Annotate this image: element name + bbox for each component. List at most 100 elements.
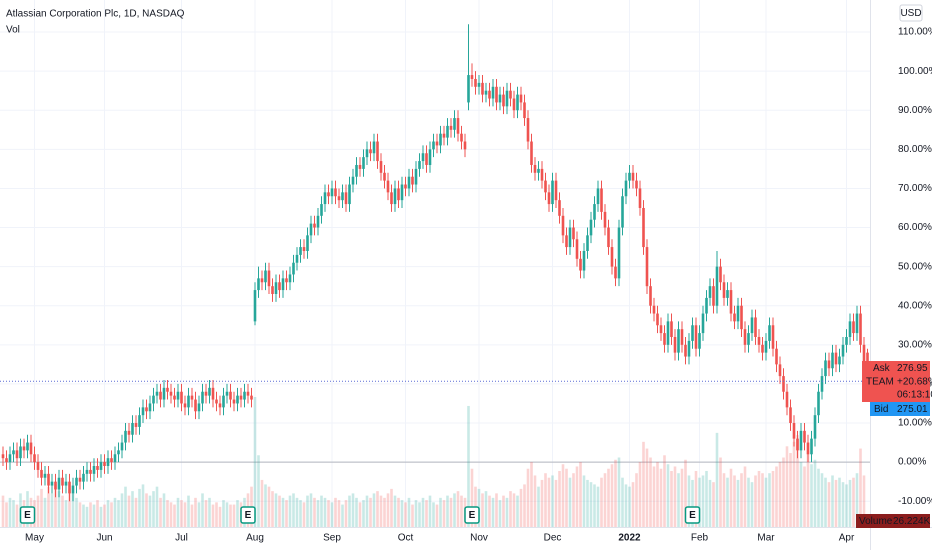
x-tick-label: Aug	[246, 533, 264, 544]
y-tick-label: 30.00%	[898, 339, 932, 350]
candle-body	[446, 125, 449, 138]
candle-body	[712, 286, 715, 306]
volume-bar	[561, 464, 565, 527]
candle-body	[519, 94, 523, 103]
candle-body	[848, 321, 852, 337]
volume-bar	[131, 491, 134, 527]
volume-bar	[638, 462, 642, 527]
volume-bar	[628, 486, 631, 527]
ask-value: 276.95	[897, 363, 928, 374]
volume-bar	[859, 448, 862, 527]
candle-body	[572, 227, 575, 240]
candle-body	[719, 266, 722, 283]
volume-bar	[393, 495, 397, 527]
volume-bar	[99, 506, 103, 527]
bid-value: 275.01	[897, 404, 928, 415]
volume-bar	[509, 491, 512, 527]
candle-body	[50, 481, 54, 486]
candle-body	[414, 168, 418, 185]
candle-body	[649, 286, 652, 306]
candle-body	[71, 485, 75, 494]
volume-bar	[537, 486, 540, 527]
y-tick-label: 60.00%	[898, 222, 932, 233]
volume-bar	[407, 497, 411, 527]
volume-bar	[414, 500, 418, 527]
candle-body	[211, 387, 215, 400]
volume-bar	[113, 497, 117, 527]
candle-body	[645, 247, 649, 287]
candle-body	[470, 75, 474, 79]
volume-bar	[288, 495, 292, 527]
volume-bar	[47, 486, 50, 527]
volume-bar	[92, 504, 96, 527]
volume-bar	[649, 457, 652, 527]
volume-bar	[180, 500, 183, 527]
candle-body	[764, 340, 768, 353]
volume-bar	[614, 459, 617, 527]
candle-body	[474, 78, 477, 87]
candle-body	[428, 149, 432, 165]
candle-body	[614, 266, 617, 279]
volume-bar	[820, 473, 824, 527]
volume-bar	[708, 479, 712, 527]
candle-body	[502, 94, 505, 107]
volume-box	[856, 514, 930, 528]
volume-bar	[621, 477, 624, 527]
candle-body	[810, 438, 813, 455]
volume-bar	[803, 466, 806, 527]
volume-bar	[292, 493, 295, 527]
candle-body	[495, 86, 498, 103]
candle-body	[365, 149, 369, 158]
candle-body	[687, 340, 691, 357]
volume-bar	[572, 473, 575, 527]
volume-bar	[715, 432, 719, 527]
volume-bar	[750, 482, 754, 527]
y-tick-label: 40.00%	[898, 300, 932, 311]
candle-body	[575, 239, 579, 259]
volume-bar	[631, 482, 635, 527]
volume-bar	[425, 500, 428, 527]
volume-bar	[421, 497, 425, 527]
volume-bar	[428, 495, 432, 527]
volume-bar	[148, 495, 152, 527]
volume-bar	[71, 493, 75, 527]
volume-bar	[155, 486, 159, 527]
volume-bar	[152, 491, 155, 527]
volume-bar	[348, 495, 351, 527]
volume-bar	[372, 493, 376, 527]
volume-bar	[316, 500, 320, 527]
volume-bar	[299, 500, 302, 527]
candle-body	[330, 188, 334, 197]
volume-bar	[89, 502, 92, 527]
volume-bar	[586, 479, 589, 527]
volume-bar	[768, 473, 771, 527]
volume-bar	[593, 484, 596, 527]
candle-body	[785, 391, 789, 408]
candle-body	[5, 458, 8, 463]
volume-bar	[446, 495, 449, 527]
volume-bar	[320, 495, 323, 527]
candle-body	[271, 286, 274, 294]
candle-body	[43, 473, 47, 478]
volume-bar	[733, 475, 736, 527]
candle-body	[176, 391, 180, 400]
candle-body	[670, 321, 673, 337]
candle-body	[96, 466, 99, 470]
candle-body	[666, 321, 670, 345]
candle-body	[92, 466, 96, 474]
volume-bar	[215, 502, 218, 527]
candle-body	[19, 446, 22, 459]
volume-bar	[435, 504, 439, 527]
volume-bar	[78, 502, 82, 527]
volume-bar	[40, 488, 43, 527]
volume-bar	[432, 502, 435, 527]
candle-body	[530, 141, 533, 165]
candle-body	[113, 454, 117, 463]
volume-bar	[61, 495, 64, 527]
candle-body	[152, 395, 155, 404]
earnings-label: E	[245, 510, 252, 521]
candle-body	[208, 387, 211, 396]
volume-bar	[834, 479, 838, 527]
candle-body	[159, 391, 162, 400]
candle-body	[593, 204, 596, 220]
